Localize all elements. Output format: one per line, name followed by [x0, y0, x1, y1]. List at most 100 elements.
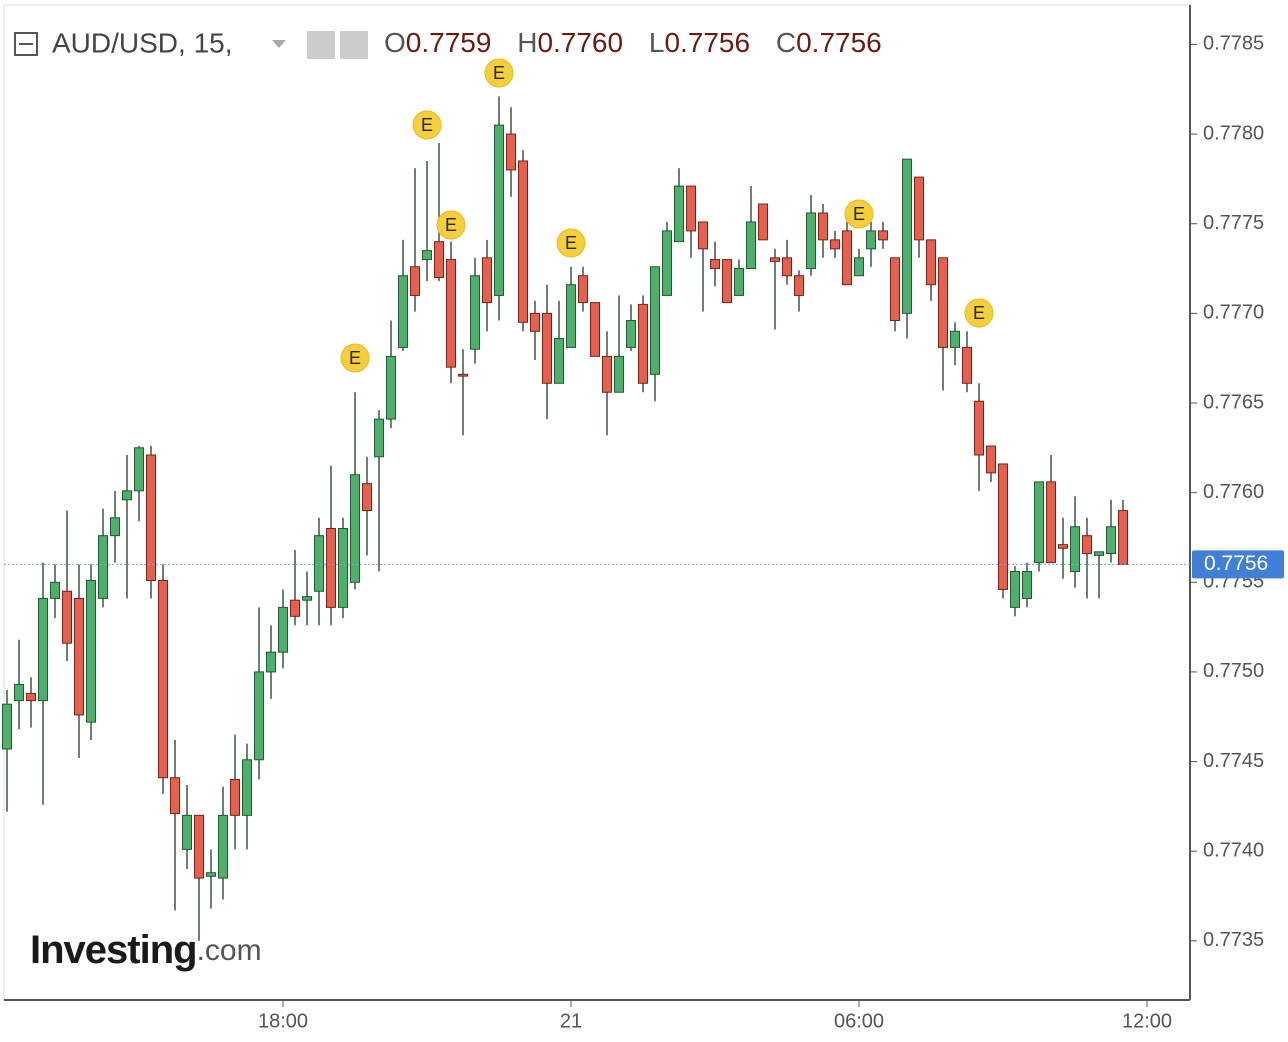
watermark-brand: Investing [30, 928, 197, 972]
candle-body [230, 778, 240, 816]
candle-body [830, 239, 840, 250]
ohlc-legend: O0.7759 H0.7760 L0.7756 C0.7756 [384, 27, 882, 58]
candle-body [362, 483, 372, 512]
open-label: O [384, 27, 406, 58]
candle-body [434, 241, 444, 279]
event-marker [844, 199, 874, 229]
candle-body [758, 203, 768, 241]
candle-body [278, 606, 288, 653]
candle-body [938, 257, 948, 348]
candle-body [74, 597, 84, 716]
watermark-suffix: .com [197, 934, 262, 967]
event-marker [556, 228, 586, 258]
candle-body [686, 185, 696, 232]
candle-body [446, 259, 456, 368]
candle-body [998, 463, 1008, 590]
candle-body [134, 447, 144, 492]
close-label: C [776, 27, 796, 58]
candle-body [38, 597, 48, 702]
candle-body [902, 158, 912, 314]
y-tick-label: 0.7785 [1203, 33, 1264, 55]
candle-body [1010, 571, 1020, 608]
candle-body [50, 581, 60, 599]
x-tick-label: 12:00 [1122, 1010, 1172, 1032]
event-label: E [349, 348, 361, 368]
candle-body [2, 703, 12, 750]
visibility-button[interactable] [307, 31, 335, 59]
y-tick-label: 0.7770 [1203, 302, 1264, 324]
y-tick-label: 0.7780 [1203, 122, 1264, 144]
high-label: H [517, 27, 537, 58]
candle-body [206, 872, 216, 877]
candle-body [1094, 551, 1104, 556]
low-label: L [649, 27, 665, 58]
x-tick-label: 06:00 [834, 1010, 884, 1032]
candle-body [662, 230, 672, 296]
event-label: E [493, 63, 505, 83]
candle-body [770, 257, 780, 262]
event-label: E [973, 303, 985, 323]
candle-body [602, 355, 612, 393]
candle-body [734, 268, 744, 296]
candle-body [710, 259, 720, 270]
candle-body [578, 275, 588, 304]
open-value: 0.7759 [406, 27, 492, 58]
candle-body [650, 266, 660, 375]
candle-body [290, 599, 300, 617]
candle-body [314, 535, 324, 592]
candle-body [122, 490, 132, 501]
event-marker [964, 298, 994, 328]
event-marker [340, 343, 370, 373]
event-marker [436, 210, 466, 240]
last-price-label: 0.7756 [1204, 552, 1268, 575]
candle-body [470, 275, 480, 350]
candle-body [566, 284, 576, 348]
candle-body [842, 230, 852, 286]
candle-body [974, 400, 984, 456]
candle-body [422, 250, 432, 261]
candle-body [494, 124, 504, 296]
y-tick-label: 0.7735 [1203, 929, 1264, 951]
candle-body [518, 160, 528, 323]
candle-body [1118, 510, 1128, 565]
candle-body [554, 337, 564, 384]
candle-body [878, 230, 888, 241]
candle-body [746, 221, 756, 270]
x-tick-label: 18:00 [258, 1010, 308, 1032]
close-value: 0.7756 [796, 27, 882, 58]
y-tick-label: 0.7750 [1203, 660, 1264, 682]
candle-body [674, 185, 684, 243]
high-value: 0.7760 [537, 27, 623, 58]
settings-button[interactable] [340, 31, 368, 59]
last-price-badge [1192, 550, 1284, 579]
candle-body [962, 346, 972, 384]
candle-body [1022, 571, 1032, 599]
candle-body [854, 257, 864, 277]
y-tick-label: 0.7740 [1203, 839, 1264, 861]
candle-body [302, 596, 312, 601]
candle-body [182, 814, 192, 850]
candle-body [398, 275, 408, 348]
candle-body [638, 303, 648, 384]
candle-body [914, 176, 924, 241]
candle-body [14, 683, 24, 702]
candle-body [254, 671, 264, 761]
x-tick-label: 21 [560, 1010, 582, 1032]
y-tick-label: 0.7760 [1203, 481, 1264, 503]
candle-body [338, 527, 348, 608]
y-tick-label: 0.7745 [1203, 750, 1264, 772]
dropdown-arrow[interactable] [272, 40, 286, 48]
candle-body [950, 330, 960, 348]
candle-body [170, 777, 180, 815]
candle-body [890, 257, 900, 322]
candle-body [350, 474, 360, 583]
candle-body [146, 454, 156, 581]
candle-body [590, 302, 600, 357]
candle-body [926, 239, 936, 286]
low-value: 0.7756 [664, 27, 750, 58]
candle-body [326, 527, 336, 608]
candle-body [26, 692, 36, 702]
